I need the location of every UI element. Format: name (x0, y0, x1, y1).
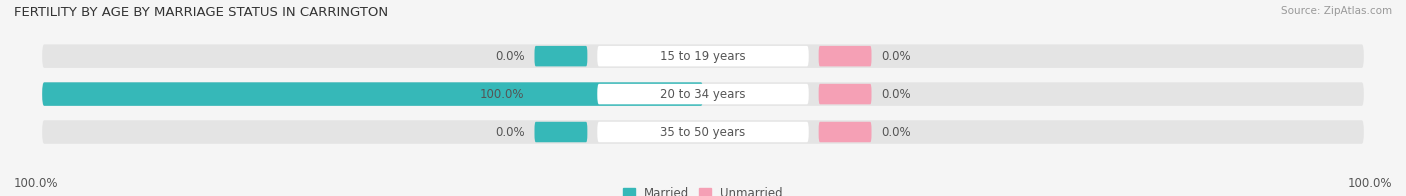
Text: FERTILITY BY AGE BY MARRIAGE STATUS IN CARRINGTON: FERTILITY BY AGE BY MARRIAGE STATUS IN C… (14, 6, 388, 19)
Text: 0.0%: 0.0% (882, 88, 911, 101)
FancyBboxPatch shape (42, 82, 1364, 106)
FancyBboxPatch shape (818, 84, 872, 104)
FancyBboxPatch shape (42, 82, 703, 106)
Text: 100.0%: 100.0% (14, 177, 59, 190)
FancyBboxPatch shape (534, 46, 588, 66)
Text: 35 to 50 years: 35 to 50 years (661, 125, 745, 139)
FancyBboxPatch shape (534, 122, 588, 142)
Text: 0.0%: 0.0% (495, 50, 524, 63)
FancyBboxPatch shape (534, 84, 588, 104)
FancyBboxPatch shape (818, 122, 872, 142)
Text: 0.0%: 0.0% (882, 50, 911, 63)
FancyBboxPatch shape (42, 120, 1364, 144)
FancyBboxPatch shape (598, 122, 808, 142)
Text: 15 to 19 years: 15 to 19 years (661, 50, 745, 63)
FancyBboxPatch shape (42, 44, 1364, 68)
Text: 20 to 34 years: 20 to 34 years (661, 88, 745, 101)
Text: 0.0%: 0.0% (495, 125, 524, 139)
FancyBboxPatch shape (598, 46, 808, 66)
Text: 100.0%: 100.0% (1347, 177, 1392, 190)
FancyBboxPatch shape (598, 84, 808, 104)
FancyBboxPatch shape (818, 46, 872, 66)
Text: 0.0%: 0.0% (882, 125, 911, 139)
Text: 100.0%: 100.0% (479, 88, 524, 101)
Legend: Married, Unmarried: Married, Unmarried (623, 187, 783, 196)
Text: Source: ZipAtlas.com: Source: ZipAtlas.com (1281, 6, 1392, 16)
